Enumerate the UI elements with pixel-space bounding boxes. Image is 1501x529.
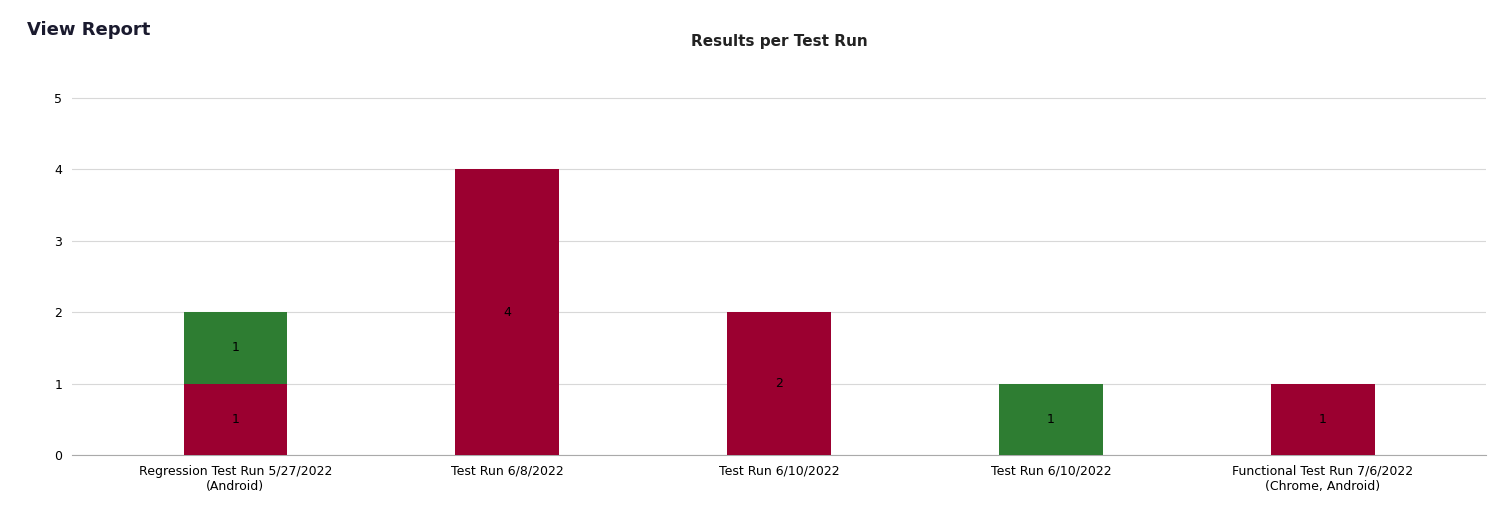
Text: 1: 1 [1048, 413, 1055, 426]
Text: View Report: View Report [27, 21, 150, 39]
Bar [728, 312, 830, 455]
Text: 2: 2 [775, 377, 784, 390]
Bar [455, 169, 558, 455]
Bar [183, 312, 287, 384]
Text: 4: 4 [503, 306, 510, 318]
Text: 1: 1 [1319, 413, 1327, 426]
Bar [1000, 384, 1103, 455]
Title: Results per Test Run: Results per Test Run [690, 34, 868, 49]
Bar [183, 384, 287, 455]
Text: 1: 1 [231, 413, 239, 426]
Bar [1271, 384, 1375, 455]
Text: 1: 1 [231, 341, 239, 354]
